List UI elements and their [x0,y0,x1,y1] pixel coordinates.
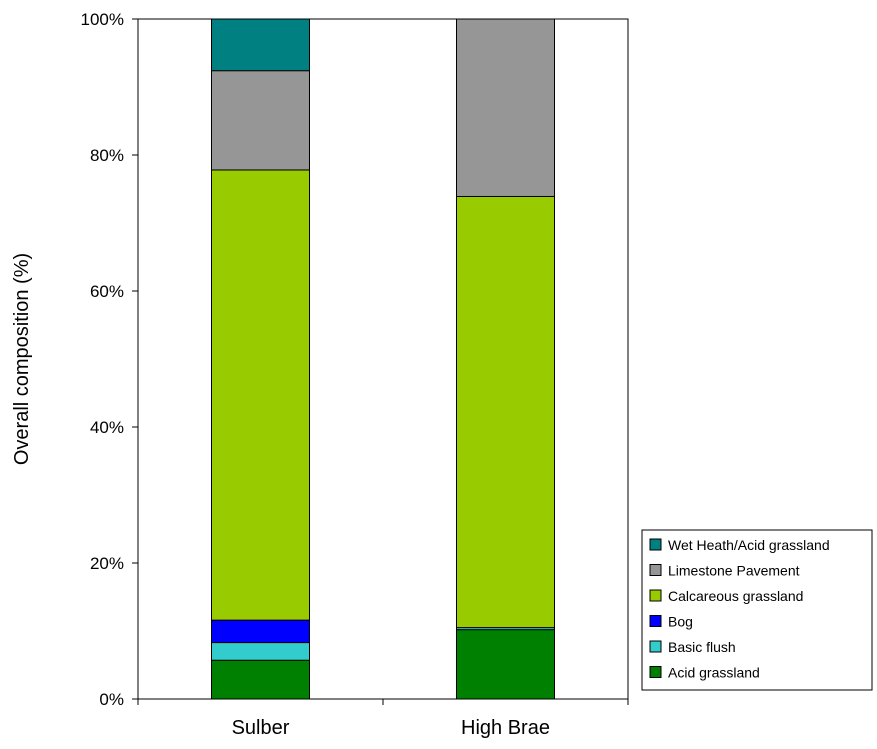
legend-label: Limestone Pavement [668,563,800,579]
x-tick-label: High Brae [461,717,550,739]
legend-swatch [649,564,662,576]
bar-segment [211,659,310,700]
legend-box [641,529,873,691]
y-tick-label: 20% [90,554,124,573]
legend-swatch [649,538,662,551]
bar-segment [211,169,310,621]
bar-segment [211,70,310,171]
legend-label: Bog [668,614,693,630]
legend-label: Calcareous grassland [668,588,803,604]
legend-swatch [649,666,662,678]
bar-segment [456,629,555,700]
y-axis-title: Overall composition (%) [11,253,33,465]
y-tick-label: 40% [90,418,124,437]
bar-segment [211,619,310,644]
y-tick-label: 100% [81,10,124,29]
y-tick-label: 0% [99,690,124,709]
legend-label: Basic flush [668,639,736,655]
legend-label: Wet Heath/Acid grassland [668,537,830,553]
bar-segment [211,18,310,72]
y-axis: 0% 20% 40% 60% 80% 100% [81,10,138,709]
y-tick-label: 60% [90,282,124,301]
x-axis: Sulber High Brae [137,699,629,739]
legend: Wet Heath/Acid grassland Limestone Paveme… [641,529,873,691]
x-tick-label: Sulber [232,717,290,739]
legend-label: Acid grassland [668,665,760,681]
bar-segment [456,195,555,629]
bar-segment [456,18,555,197]
y-tick-label: 80% [90,146,124,165]
bar-segment [211,642,310,661]
bars [211,18,555,700]
legend-swatch [649,589,662,602]
legend-swatch [649,640,662,653]
legend-swatch [649,615,662,627]
